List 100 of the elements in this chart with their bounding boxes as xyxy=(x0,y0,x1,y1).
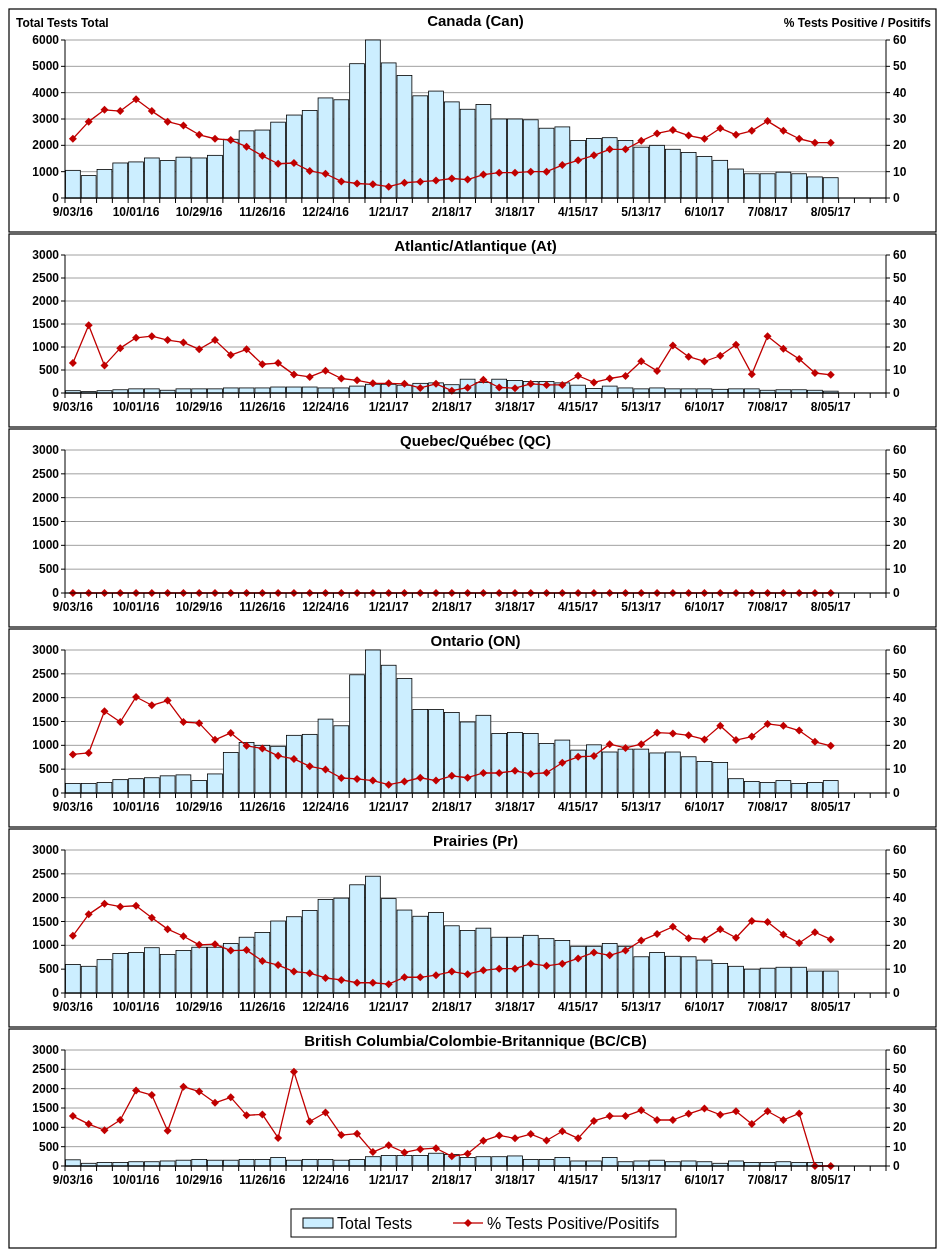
y2-tick-label: 0 xyxy=(893,1159,900,1173)
y-tick-label: 2000 xyxy=(32,890,60,905)
y-tick-label: 1000 xyxy=(32,164,60,179)
y2-tick-label: 30 xyxy=(893,914,907,929)
x-tick-label: 1/21/17 xyxy=(368,800,409,814)
y2-tick-label: 0 xyxy=(893,786,900,800)
x-tick-label: 12/24/16 xyxy=(302,1173,350,1187)
x-tick-label: 10/29/16 xyxy=(175,400,223,414)
x-tick-label: 3/18/17 xyxy=(494,205,536,219)
x-tick-label: 6/10/17 xyxy=(684,600,725,614)
chart-title: British Columbia/Colombie-Britannique (BC/CB) xyxy=(304,1032,647,1049)
x-tick-label: 3/18/17 xyxy=(494,1000,536,1014)
y-tick-label: 3000 xyxy=(32,843,60,857)
x-tick-label: 11/26/16 xyxy=(239,400,286,414)
x-tick-label: 11/26/16 xyxy=(239,1173,286,1187)
y-tick-label: 1500 xyxy=(32,714,60,729)
x-tick-label: 12/24/16 xyxy=(302,600,350,614)
x-tick-label: 10/01/16 xyxy=(112,800,160,814)
y-tick-label: 3000 xyxy=(32,248,60,262)
x-tick-label: 12/24/16 xyxy=(302,400,350,414)
y2-tick-label: 20 xyxy=(893,340,907,354)
y2-axis-title: % Tests Positive / Positifs xyxy=(783,16,932,30)
x-tick-label: 2/18/17 xyxy=(431,205,473,219)
y2-tick-label: 30 xyxy=(893,714,907,729)
y-tick-label: 1500 xyxy=(32,914,60,929)
y2-tick-label: 10 xyxy=(893,1139,907,1154)
y2-tick-label: 50 xyxy=(893,466,907,481)
x-tick-label: 5/13/17 xyxy=(621,400,662,414)
x-tick-label: 6/10/17 xyxy=(684,800,725,814)
x-tick-label: 9/03/16 xyxy=(52,400,94,414)
chart-title: Atlantic/Atlantique (At) xyxy=(394,237,557,254)
x-tick-label: 9/03/16 xyxy=(52,1000,94,1014)
chart-title: Quebec/Québec (QC) xyxy=(400,432,551,449)
x-tick-label: 6/10/17 xyxy=(684,400,725,414)
y-tick-label: 500 xyxy=(38,1139,60,1154)
x-tick-label: 8/05/17 xyxy=(810,1173,852,1187)
y-tick-label: 0 xyxy=(52,191,60,205)
y2-tick-label: 0 xyxy=(893,386,900,400)
y-tick-label: 500 xyxy=(38,762,60,777)
y-tick-label: 2500 xyxy=(32,271,60,285)
y-tick-label: 0 xyxy=(52,386,60,400)
x-tick-label: 10/29/16 xyxy=(175,600,223,614)
x-tick-label: 6/10/17 xyxy=(684,205,725,219)
x-tick-label: 5/13/17 xyxy=(621,1000,662,1014)
x-tick-label: 8/05/17 xyxy=(810,400,852,414)
x-tick-label: 6/10/17 xyxy=(684,1000,725,1014)
x-tick-label: 7/08/17 xyxy=(747,1000,788,1014)
y2-tick-label: 50 xyxy=(893,271,907,285)
y-tick-label: 2500 xyxy=(32,666,60,681)
y-tick-label: 6000 xyxy=(32,33,60,47)
y-tick-label: 2500 xyxy=(32,466,60,481)
x-tick-label: 7/08/17 xyxy=(747,400,788,414)
y2-tick-label: 50 xyxy=(893,59,907,74)
y2-tick-label: 30 xyxy=(893,1101,907,1115)
y-tick-label: 2000 xyxy=(32,1081,60,1096)
y2-tick-label: 30 xyxy=(893,317,907,331)
y-tick-label: 1500 xyxy=(32,1101,60,1115)
y-tick-label: 2500 xyxy=(32,866,60,881)
x-tick-label: 1/21/17 xyxy=(368,600,409,614)
x-tick-label: 6/10/17 xyxy=(684,1173,725,1187)
x-tick-label: 9/03/16 xyxy=(52,800,94,814)
x-tick-label: 10/01/16 xyxy=(112,1000,160,1014)
x-tick-label: 7/08/17 xyxy=(747,600,788,614)
x-tick-label: 11/26/16 xyxy=(239,600,286,614)
y2-tick-label: 50 xyxy=(893,866,907,881)
x-tick-label: 1/21/17 xyxy=(368,205,409,219)
chart-title: Canada (Can) xyxy=(427,12,524,29)
x-tick-label: 7/08/17 xyxy=(747,205,788,219)
x-tick-label: 8/05/17 xyxy=(810,205,852,219)
x-tick-label: 8/05/17 xyxy=(810,800,852,814)
y2-tick-label: 60 xyxy=(893,33,907,47)
x-tick-label: 2/18/17 xyxy=(431,600,473,614)
x-tick-label: 8/05/17 xyxy=(810,600,852,614)
y-tick-label: 3000 xyxy=(32,643,60,657)
y2-tick-label: 20 xyxy=(893,738,907,753)
x-tick-label: 11/26/16 xyxy=(239,800,286,814)
y-tick-label: 2000 xyxy=(32,294,60,308)
y2-tick-label: 10 xyxy=(893,962,907,977)
y2-tick-label: 60 xyxy=(893,248,907,262)
x-tick-label: 11/26/16 xyxy=(239,205,286,219)
x-tick-label: 10/01/16 xyxy=(112,400,160,414)
y2-tick-label: 20 xyxy=(893,138,907,153)
y-tick-label: 4000 xyxy=(32,85,60,100)
y-tick-label: 1000 xyxy=(32,1120,60,1135)
x-tick-label: 5/13/17 xyxy=(621,1173,662,1187)
x-tick-label: 5/13/17 xyxy=(621,800,662,814)
y2-tick-label: 40 xyxy=(893,890,907,905)
y2-tick-label: 40 xyxy=(893,690,907,705)
x-tick-label: 3/18/17 xyxy=(494,600,536,614)
y2-tick-label: 10 xyxy=(893,562,907,577)
y-tick-label: 2500 xyxy=(32,1062,60,1077)
x-tick-label: 1/21/17 xyxy=(368,1000,409,1014)
legend-label: Total Tests xyxy=(337,1215,413,1232)
y2-tick-label: 20 xyxy=(893,1120,907,1135)
y2-tick-label: 60 xyxy=(893,1043,907,1057)
x-tick-label: 10/29/16 xyxy=(175,1000,223,1014)
y-tick-label: 1500 xyxy=(32,514,60,529)
y-tick-label: 500 xyxy=(38,363,60,377)
x-tick-label: 5/13/17 xyxy=(621,600,662,614)
y2-tick-label: 30 xyxy=(893,514,907,529)
